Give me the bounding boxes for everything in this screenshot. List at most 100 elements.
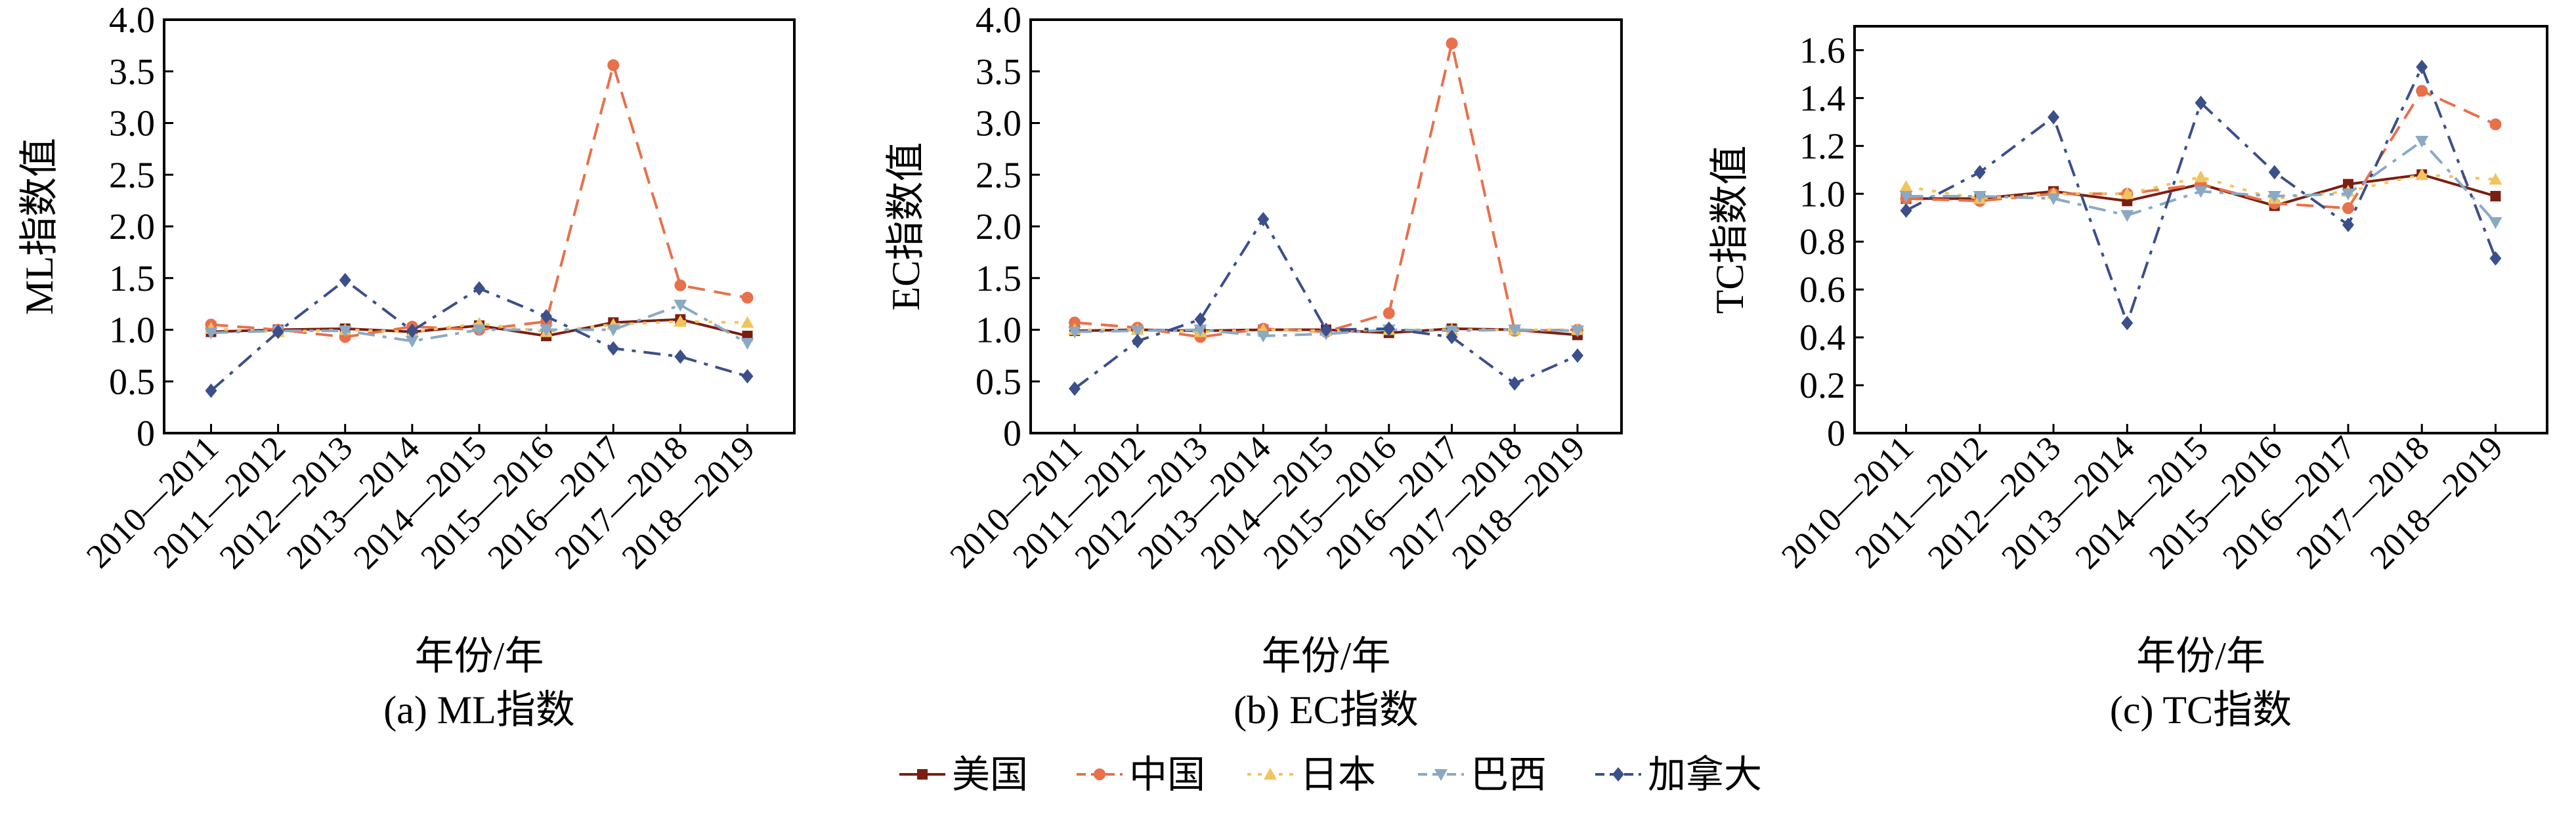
data-point xyxy=(405,335,419,348)
y-tick-label: 4.0 xyxy=(109,0,155,41)
data-point xyxy=(2048,110,2060,125)
series-line xyxy=(1074,328,1578,337)
chart-panel-1: 00.51.01.52.02.53.03.54.02010—20112011—2… xyxy=(18,0,796,732)
data-point xyxy=(339,272,351,287)
data-point xyxy=(741,291,754,304)
data-point xyxy=(607,341,620,356)
data-point xyxy=(2416,60,2428,74)
data-point xyxy=(1257,211,1270,226)
series-2 xyxy=(205,59,754,343)
legend-label: 巴西 xyxy=(1470,753,1547,796)
data-point xyxy=(674,314,687,327)
legend-item-4: 巴西 xyxy=(1418,753,1547,796)
data-point xyxy=(2489,173,2502,185)
panel-caption: (c) TC指数 xyxy=(2110,688,2292,732)
series-line xyxy=(211,320,748,333)
data-point xyxy=(1899,180,1913,192)
panel-caption: (b) EC指数 xyxy=(1234,688,1419,732)
series-line xyxy=(1073,217,1578,390)
y-tick-label: 0.5 xyxy=(109,362,155,402)
data-point xyxy=(674,349,687,364)
y-tick-label: 1.2 xyxy=(1799,126,1845,167)
legend-marker xyxy=(1612,767,1624,782)
y-tick-label: 3.5 xyxy=(976,52,1021,93)
data-point xyxy=(2120,210,2134,222)
plot-frame xyxy=(163,18,796,434)
data-point xyxy=(2489,251,2502,266)
y-tick-label: 0.2 xyxy=(1799,366,1845,406)
data-point xyxy=(1383,321,1395,336)
data-point xyxy=(204,327,218,340)
y-tick-label: 1.0 xyxy=(1799,174,1845,215)
panel-caption: (a) ML指数 xyxy=(383,688,575,732)
data-point xyxy=(406,324,418,339)
y-tick-label: 2.0 xyxy=(976,207,1021,247)
data-point xyxy=(1446,37,1458,50)
y-tick-label: 1.0 xyxy=(109,310,155,351)
chart-panel-2: 00.51.01.52.02.53.03.54.02010—20112011—2… xyxy=(884,0,1623,732)
data-point xyxy=(2489,217,2502,230)
y-axis-label: ML指数值 xyxy=(18,138,61,315)
y-tick-label: 1.0 xyxy=(976,310,1021,351)
data-point xyxy=(1320,322,1332,337)
data-point xyxy=(473,324,486,337)
y-tick-label: 0.5 xyxy=(976,362,1021,402)
data-point xyxy=(1900,203,1912,218)
y-axis-label: TC指数值 xyxy=(1708,146,1751,314)
data-point xyxy=(1131,333,1144,348)
y-tick-label: 0 xyxy=(1827,413,1845,454)
data-point xyxy=(2342,202,2354,215)
legend-label: 美国 xyxy=(952,753,1028,796)
y-tick-label: 0.6 xyxy=(1799,270,1845,310)
legend-marker xyxy=(1264,768,1277,780)
data-point xyxy=(674,299,687,312)
data-point xyxy=(2194,170,2208,182)
x-axis-label: 年份/年 xyxy=(415,635,544,678)
series-2 xyxy=(1069,37,1583,343)
chart-panel-3: 00.20.40.60.81.01.21.41.62010—20112011—2… xyxy=(1708,25,2548,732)
data-point xyxy=(741,369,754,384)
y-tick-label: 0 xyxy=(1003,413,1021,454)
data-point xyxy=(2121,316,2134,331)
data-point xyxy=(674,279,687,291)
series-5 xyxy=(205,272,754,398)
legend-marker xyxy=(1434,769,1448,781)
data-point xyxy=(338,325,352,338)
data-point xyxy=(1068,326,1082,339)
y-tick-label: 1.4 xyxy=(1799,78,1845,119)
data-point xyxy=(1130,325,1144,338)
data-point xyxy=(2267,190,2281,203)
series-4 xyxy=(1068,324,1584,343)
data-point xyxy=(607,59,620,72)
series-4 xyxy=(204,299,754,350)
legend-item-5: 加拿大 xyxy=(1595,753,1762,796)
series-4 xyxy=(1899,136,2502,230)
data-point xyxy=(2047,193,2061,205)
y-tick-label: 2.5 xyxy=(976,155,1021,196)
data-point xyxy=(1256,330,1270,343)
data-point xyxy=(2489,118,2502,131)
series-5 xyxy=(1069,211,1583,396)
y-tick-label: 3.0 xyxy=(109,104,155,144)
data-point xyxy=(1570,325,1584,338)
data-point xyxy=(1973,165,1986,180)
data-point xyxy=(1509,376,1521,391)
data-point xyxy=(1383,307,1395,320)
data-point xyxy=(1069,316,1081,329)
data-point xyxy=(1193,324,1207,337)
plot-frame xyxy=(1029,18,1623,434)
y-tick-label: 1.5 xyxy=(976,259,1021,299)
series-5 xyxy=(1900,60,2502,331)
legend-marker xyxy=(917,769,928,780)
data-point xyxy=(2415,136,2429,148)
y-tick-label: 2.0 xyxy=(109,207,155,247)
data-point xyxy=(2342,178,2353,190)
data-point xyxy=(1069,381,1081,396)
y-axis-label: EC指数值 xyxy=(884,142,928,311)
data-point xyxy=(741,316,754,328)
legend-item-1: 美国 xyxy=(899,753,1028,796)
data-point xyxy=(540,309,553,324)
y-tick-label: 3.5 xyxy=(109,52,155,93)
y-tick-label: 2.5 xyxy=(109,155,155,196)
